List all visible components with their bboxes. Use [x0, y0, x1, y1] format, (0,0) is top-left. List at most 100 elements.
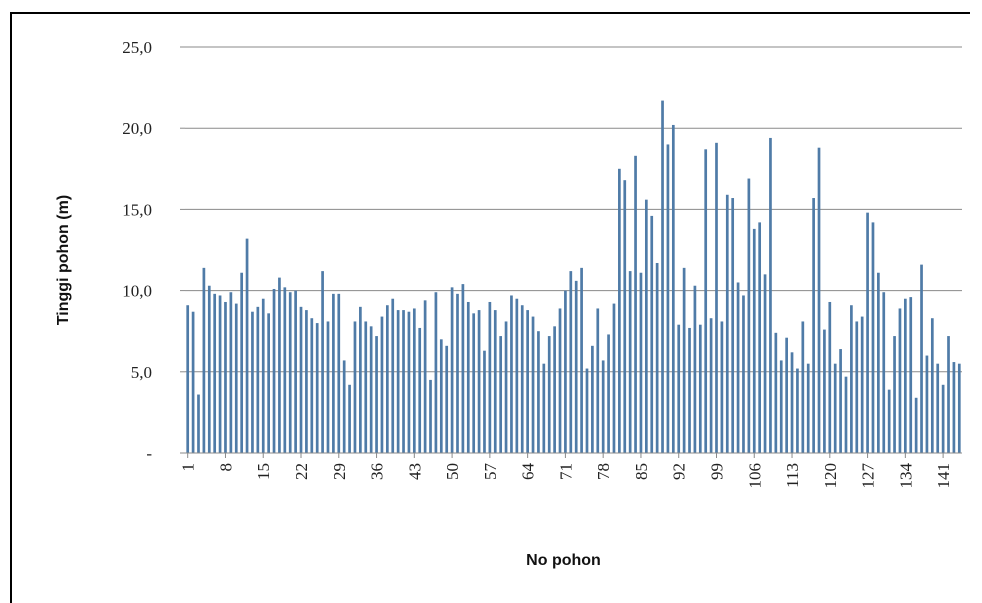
bar [278, 277, 281, 453]
bar [218, 295, 222, 453]
bar [574, 280, 578, 453]
bar [369, 326, 373, 453]
bar [245, 238, 249, 453]
bar [261, 298, 265, 453]
bar [752, 228, 756, 453]
bar [515, 298, 519, 453]
bar [353, 321, 357, 453]
x-axis-ticks: 1 8 15 22 29 36 43 50 57 64 71 78 85 92 99 106 113 120 127… [179, 452, 962, 489]
bar [213, 293, 217, 453]
bar [364, 321, 368, 453]
bar [758, 222, 762, 453]
bar [315, 323, 319, 453]
x-tick-label: 8 [216, 463, 235, 472]
bar [747, 178, 751, 454]
y-tick-label: - [146, 444, 152, 463]
bar [644, 199, 648, 453]
bar [564, 290, 567, 453]
bar [671, 124, 675, 453]
x-tick-label: 134 [896, 463, 915, 489]
bar [655, 262, 659, 453]
bar [682, 267, 686, 453]
bar [283, 287, 287, 453]
bar [817, 147, 821, 453]
x-tick-label: 78 [594, 463, 613, 480]
bar [785, 337, 788, 453]
bar [790, 352, 794, 453]
bar [234, 303, 238, 453]
bar [844, 376, 848, 453]
bar [634, 155, 637, 453]
bar [596, 308, 600, 453]
y-axis-title: Tinggi pohon (m) [55, 195, 72, 325]
bar [612, 303, 616, 453]
x-tick-label: 22 [292, 463, 311, 480]
bar-chart: - 5,0 10,0 15,0 20,0 25,0 1 8 15 22 29 36 43 50 57 64 7… [55, 38, 962, 569]
x-tick-label: 64 [519, 463, 538, 481]
bar [580, 267, 583, 453]
bar [197, 394, 200, 453]
bar [499, 336, 503, 453]
bar [731, 198, 735, 453]
bar [186, 305, 190, 453]
bar [677, 324, 681, 453]
x-tick-label: 43 [405, 463, 424, 480]
bar [866, 212, 869, 453]
bar [423, 300, 427, 453]
bar [742, 295, 745, 453]
x-tick-label: 85 [632, 463, 651, 480]
bar [828, 301, 832, 453]
bar [936, 363, 940, 453]
bar [871, 222, 875, 453]
bar [310, 318, 314, 453]
bar [359, 306, 362, 453]
bar [520, 305, 524, 453]
bar [240, 272, 244, 453]
x-axis-title: No pohon [526, 552, 601, 569]
bar [510, 295, 513, 453]
bar [466, 301, 470, 453]
bar [569, 271, 573, 453]
x-tick-label: 71 [556, 463, 575, 480]
bar [806, 363, 810, 453]
bar [472, 313, 476, 453]
bar [342, 360, 346, 453]
bar [412, 308, 416, 453]
bar [628, 271, 632, 453]
bar [947, 336, 950, 453]
bar [207, 285, 211, 453]
bar [461, 284, 465, 453]
x-tick-label: 120 [821, 463, 840, 489]
x-tick-label: 1 [179, 463, 198, 472]
bar [601, 360, 605, 453]
bar [952, 362, 956, 453]
bar [882, 292, 886, 453]
bar [839, 349, 842, 453]
bar [823, 329, 826, 453]
bar [553, 326, 556, 453]
bar [537, 331, 540, 453]
bar [375, 336, 378, 453]
y-tick-label: 20,0 [122, 119, 152, 138]
bar [607, 334, 610, 453]
bars [186, 100, 961, 454]
bar [504, 321, 508, 453]
bar [736, 282, 740, 453]
bar [224, 301, 227, 453]
x-tick-label: 113 [783, 463, 802, 488]
x-tick-label: 50 [443, 463, 462, 480]
x-tick-label: 15 [254, 463, 273, 480]
y-tick-label: 25,0 [122, 38, 152, 57]
bar [229, 292, 233, 453]
bar [526, 310, 529, 453]
bar [774, 332, 778, 453]
bar [445, 345, 449, 453]
bar [855, 321, 859, 453]
bar [623, 180, 627, 454]
chart-frame: - 5,0 10,0 15,0 20,0 25,0 1 8 15 22 29 36 43 50 57 64 7… [10, 12, 970, 603]
bar [709, 318, 713, 453]
bar [267, 313, 270, 453]
y-tick-label: 15,0 [122, 200, 152, 219]
bar [477, 310, 481, 453]
y-axis-ticks: - 5,0 10,0 15,0 20,0 25,0 [122, 38, 185, 463]
